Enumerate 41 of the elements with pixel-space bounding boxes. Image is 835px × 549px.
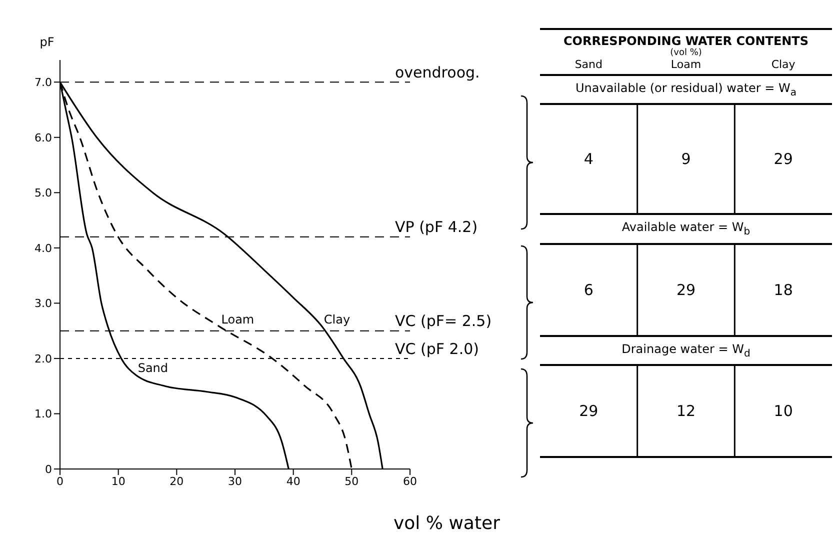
y-tick-label: 5.0 bbox=[34, 186, 52, 200]
y-tick-label: 1.0 bbox=[34, 408, 52, 421]
text: 29 bbox=[774, 150, 793, 168]
y-axis-title: pF bbox=[40, 35, 54, 49]
category-label: Unavailable (or residual) water = W$_{a}$ bbox=[575, 81, 797, 98]
x-tick-label: 0 bbox=[56, 474, 64, 488]
ref-line-label: VC (pF 2.0) bbox=[395, 340, 479, 358]
ref-line-label: VP (pF 4.2) bbox=[395, 218, 478, 236]
text: 9 bbox=[681, 150, 691, 168]
y-tick-label: 0 bbox=[45, 462, 52, 476]
x-tick-label: 30 bbox=[228, 474, 242, 488]
text: 12 bbox=[676, 402, 696, 420]
text: 4 bbox=[584, 150, 594, 168]
category-label: Clay bbox=[770, 58, 796, 71]
y-tick-label: 6.0 bbox=[34, 131, 52, 144]
category-label: Drainage water = W$_{d}$ bbox=[622, 342, 750, 360]
text: CORRESPONDING WATER CONTENTS bbox=[540, 28, 832, 48]
x-tick-label: 20 bbox=[170, 474, 184, 488]
y-tick-label: 7.0 bbox=[34, 76, 52, 90]
x-tick-label: 50 bbox=[344, 474, 359, 488]
ref-line-label: VC (pF= 2.5) bbox=[395, 312, 492, 330]
category-label: Sand bbox=[574, 58, 604, 71]
text: 29 bbox=[676, 280, 696, 299]
x-tick-label: 10 bbox=[111, 474, 126, 488]
text: 10 bbox=[774, 402, 793, 420]
y-tick-label: 3.0 bbox=[34, 297, 52, 310]
category-label: Available water = W$_{b}$ bbox=[622, 220, 750, 238]
x-tick-label: 60 bbox=[403, 474, 417, 488]
ref-line-label: ovendroog. bbox=[395, 63, 480, 82]
y-tick-label: 2.0 bbox=[34, 352, 52, 366]
series-label: Loam bbox=[221, 312, 254, 326]
x-tick-label: 40 bbox=[286, 474, 300, 488]
text: 18 bbox=[774, 280, 793, 299]
category-label: Loam bbox=[670, 58, 702, 71]
series-label: Clay bbox=[324, 312, 350, 326]
text: 6 bbox=[584, 280, 594, 299]
series-label: Sand bbox=[138, 361, 168, 376]
text: 29 bbox=[579, 402, 598, 420]
text: (vol %) bbox=[669, 48, 703, 58]
y-tick-label: 4.0 bbox=[34, 242, 52, 255]
x-axis-title: vol % water bbox=[394, 513, 501, 534]
